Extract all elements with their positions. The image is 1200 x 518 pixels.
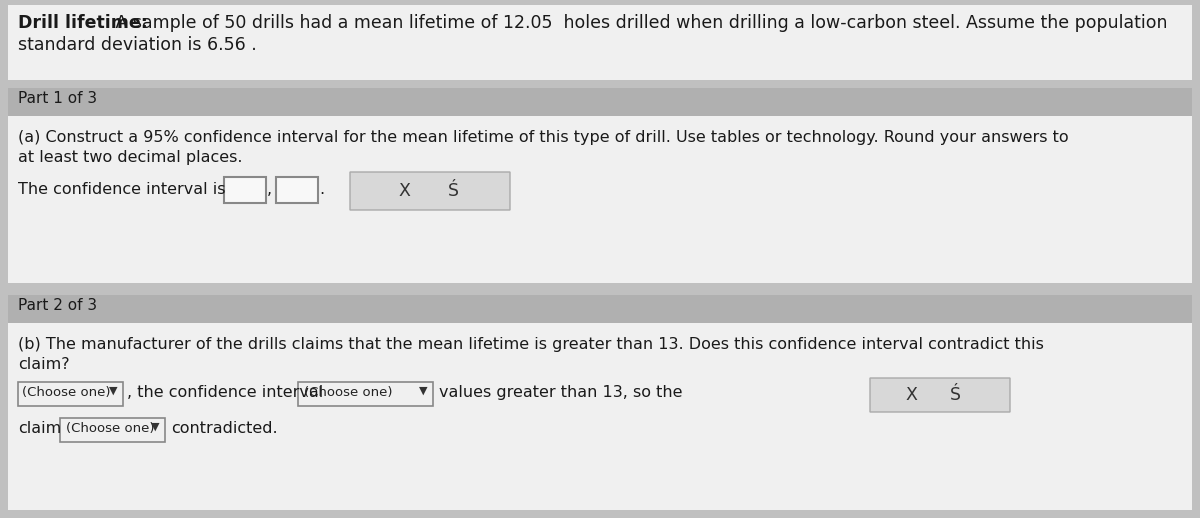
- Text: The confidence interval is: The confidence interval is: [18, 182, 226, 197]
- Bar: [8, 323, 1192, 510]
- Text: (Choose one): (Choose one): [66, 422, 155, 435]
- FancyBboxPatch shape: [350, 172, 510, 210]
- Bar: [8, 88, 1192, 116]
- Text: (Choose one): (Choose one): [304, 386, 392, 399]
- FancyBboxPatch shape: [60, 418, 166, 442]
- FancyBboxPatch shape: [224, 177, 266, 203]
- Text: claim?: claim?: [18, 357, 70, 372]
- Text: claim: claim: [18, 421, 61, 436]
- Text: X: X: [398, 182, 410, 200]
- Text: , the confidence interval: , the confidence interval: [127, 385, 323, 400]
- FancyBboxPatch shape: [870, 378, 1010, 412]
- FancyBboxPatch shape: [18, 382, 124, 406]
- Text: Part 2 of 3: Part 2 of 3: [18, 298, 97, 313]
- Text: standard deviation is 6.56 .: standard deviation is 6.56 .: [18, 36, 257, 54]
- Text: (b) The manufacturer of the drills claims that the mean lifetime is greater than: (b) The manufacturer of the drills claim…: [18, 337, 1044, 352]
- Text: Ś: Ś: [448, 182, 458, 200]
- Text: ▼: ▼: [151, 422, 160, 432]
- Bar: [8, 5, 1192, 80]
- Text: X: X: [905, 386, 917, 404]
- FancyBboxPatch shape: [276, 177, 318, 203]
- Text: (Choose one): (Choose one): [22, 386, 110, 399]
- Bar: [350, 172, 510, 210]
- Bar: [8, 116, 1192, 283]
- Text: ,: ,: [266, 182, 272, 197]
- Bar: [8, 295, 1192, 510]
- Text: Part 1 of 3: Part 1 of 3: [18, 91, 97, 106]
- Text: (a) Construct a 95% confidence interval for the mean lifetime of this type of dr: (a) Construct a 95% confidence interval …: [18, 130, 1069, 145]
- Text: ▼: ▼: [109, 386, 118, 396]
- Text: ▼: ▼: [419, 386, 427, 396]
- Bar: [8, 283, 1192, 295]
- Text: contradicted.: contradicted.: [172, 421, 277, 436]
- Text: A sample of 50 drills had a mean lifetime of 12.05  holes drilled when drilling : A sample of 50 drills had a mean lifetim…: [110, 14, 1168, 32]
- Bar: [8, 295, 1192, 323]
- FancyBboxPatch shape: [298, 382, 433, 406]
- Text: at least two decimal places.: at least two decimal places.: [18, 150, 242, 165]
- Bar: [8, 88, 1192, 283]
- Text: Ś: Ś: [950, 386, 961, 404]
- Text: values greater than 13, so the: values greater than 13, so the: [439, 385, 683, 400]
- Text: .: .: [319, 182, 324, 197]
- Text: Drill lifetime:: Drill lifetime:: [18, 14, 148, 32]
